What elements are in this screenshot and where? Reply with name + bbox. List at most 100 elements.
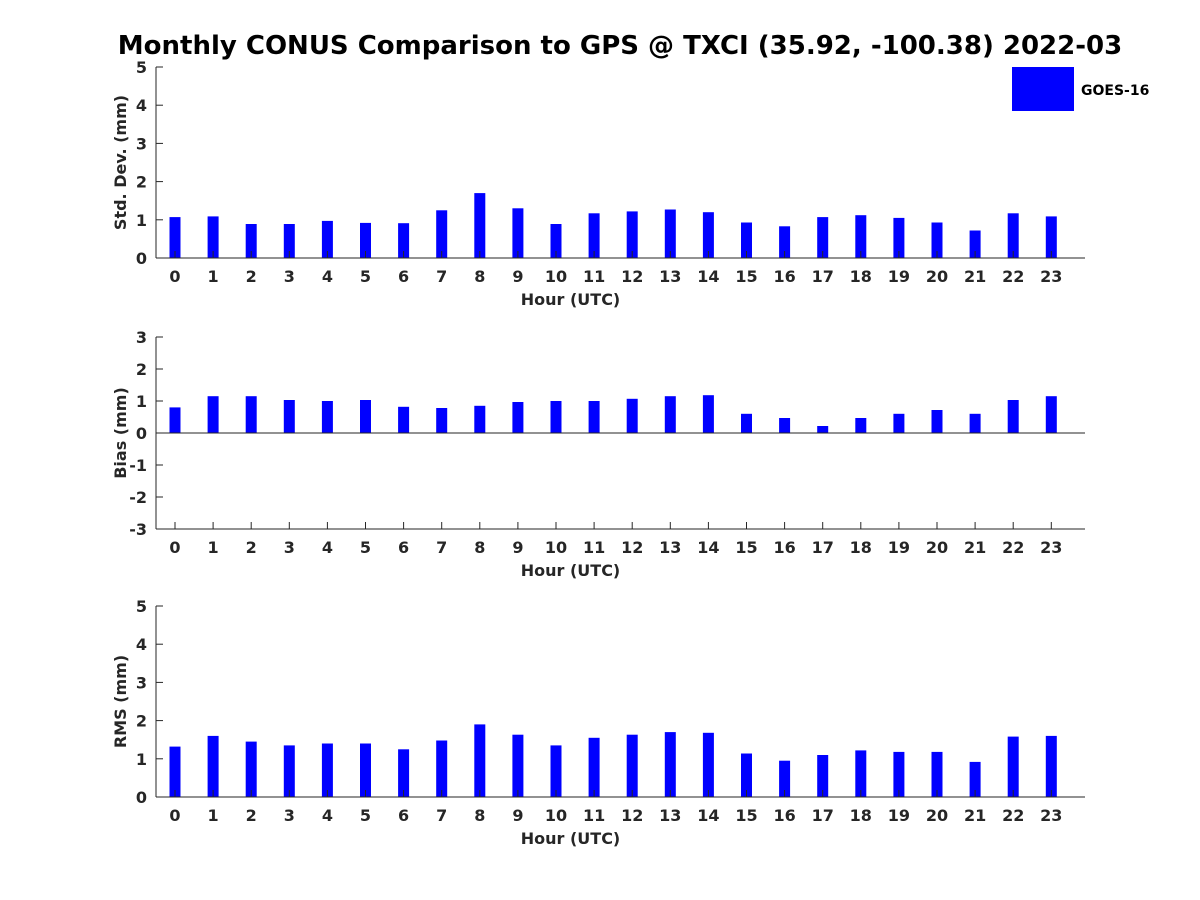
y-tick-label: 5 [136, 597, 147, 616]
x-tick-label: 22 [1002, 267, 1024, 286]
bar-rms-10 [550, 745, 562, 797]
x-tick-label: 5 [360, 267, 371, 286]
bar-bias-11 [588, 401, 600, 433]
x-tick-label: 5 [360, 806, 371, 825]
x-tick-label: 17 [812, 267, 834, 286]
bar-stddev-15 [741, 222, 752, 258]
x-tick-label: 15 [735, 538, 757, 557]
x-tick-label: 10 [545, 538, 567, 557]
x-tick-label: 9 [512, 538, 523, 557]
y-tick-label: 4 [136, 96, 147, 115]
bar-rms-12 [626, 734, 638, 797]
x-tick-label: 23 [1040, 806, 1062, 825]
y-tick-label: 0 [136, 788, 147, 807]
bar-bias-17 [817, 426, 829, 433]
bar-stddev-2 [245, 224, 257, 258]
y-tick-label: 1 [136, 392, 147, 411]
bar-rms-11 [588, 737, 600, 797]
x-tick-label: 10 [545, 267, 567, 286]
x-tick-label: 23 [1040, 538, 1062, 557]
y-tick-label: -1 [129, 456, 147, 475]
y-tick-label: 4 [136, 635, 147, 654]
bar-stddev-12 [626, 211, 638, 258]
y-axis-label: Std. Dev. (mm) [111, 95, 130, 230]
x-tick-label: 22 [1002, 806, 1024, 825]
x-tick-label: 18 [850, 538, 872, 557]
bar-bias-23 [1045, 396, 1057, 433]
y-tick-label: -2 [129, 488, 147, 507]
bar-stddev-5 [360, 222, 371, 258]
y-tick-label: 3 [136, 673, 147, 692]
legend-swatch-goes-16 [1012, 67, 1074, 111]
y-tick-label: -3 [129, 520, 147, 539]
bar-stddev-4 [321, 220, 333, 258]
x-tick-label: 19 [888, 538, 910, 557]
x-tick-label: 12 [621, 267, 643, 286]
x-tick-label: 4 [322, 267, 333, 286]
bar-rms-5 [360, 743, 371, 797]
x-tick-label: 3 [284, 806, 295, 825]
x-tick-label: 20 [926, 538, 948, 557]
x-tick-label: 22 [1002, 538, 1024, 557]
bar-stddev-1 [207, 216, 219, 258]
bar-bias-10 [550, 401, 562, 433]
bar-stddev-22 [1007, 213, 1019, 258]
x-tick-label: 16 [773, 267, 795, 286]
bar-stddev-20 [931, 222, 943, 258]
bar-rms-1 [207, 735, 219, 797]
x-tick-label: 20 [926, 806, 948, 825]
bar-stddev-10 [550, 224, 562, 258]
bar-rms-0 [169, 746, 181, 797]
x-tick-label: 10 [545, 806, 567, 825]
x-tick-label: 17 [812, 538, 834, 557]
x-tick-label: 15 [735, 267, 757, 286]
bar-stddev-13 [664, 209, 676, 258]
x-tick-label: 11 [583, 538, 605, 557]
x-tick-label: 9 [512, 806, 523, 825]
bar-bias-1 [207, 396, 219, 433]
x-tick-label: 12 [621, 538, 643, 557]
bar-rms-21 [969, 761, 981, 797]
bar-rms-14 [702, 732, 714, 797]
x-axis-label: Hour (UTC) [521, 829, 621, 848]
bar-stddev-17 [817, 217, 829, 258]
x-tick-label: 21 [964, 806, 986, 825]
bar-stddev-11 [588, 213, 600, 258]
y-tick-label: 1 [136, 750, 147, 769]
x-tick-label: 17 [812, 806, 834, 825]
x-tick-label: 4 [322, 806, 333, 825]
bar-bias-8 [474, 405, 486, 433]
bar-stddev-7 [436, 210, 448, 259]
bar-rms-13 [664, 732, 676, 797]
x-tick-label: 14 [697, 538, 719, 557]
x-tick-label: 7 [436, 538, 447, 557]
bar-bias-4 [321, 401, 333, 433]
bar-stddev-23 [1045, 216, 1057, 258]
x-tick-label: 0 [169, 267, 180, 286]
bar-bias-2 [245, 396, 257, 433]
x-tick-label: 21 [964, 538, 986, 557]
bar-stddev-0 [169, 217, 181, 258]
bar-bias-14 [702, 395, 714, 433]
y-tick-label: 3 [136, 328, 147, 347]
x-tick-label: 2 [246, 267, 257, 286]
legend: GOES-16 [1012, 67, 1149, 111]
x-tick-label: 5 [360, 538, 371, 557]
y-tick-label: 1 [136, 211, 147, 230]
bar-bias-18 [855, 418, 867, 433]
bar-bias-7 [436, 408, 448, 433]
x-axis-label: Hour (UTC) [521, 290, 621, 309]
x-tick-label: 8 [474, 538, 485, 557]
y-tick-label: 3 [136, 134, 147, 153]
x-tick-label: 21 [964, 267, 986, 286]
bar-rms-2 [245, 741, 257, 797]
y-tick-label: 0 [136, 424, 147, 443]
bar-bias-13 [664, 396, 676, 433]
bar-rms-20 [931, 751, 943, 797]
bar-rms-6 [398, 749, 410, 798]
x-tick-label: 16 [773, 538, 795, 557]
bar-bias-12 [626, 398, 638, 433]
